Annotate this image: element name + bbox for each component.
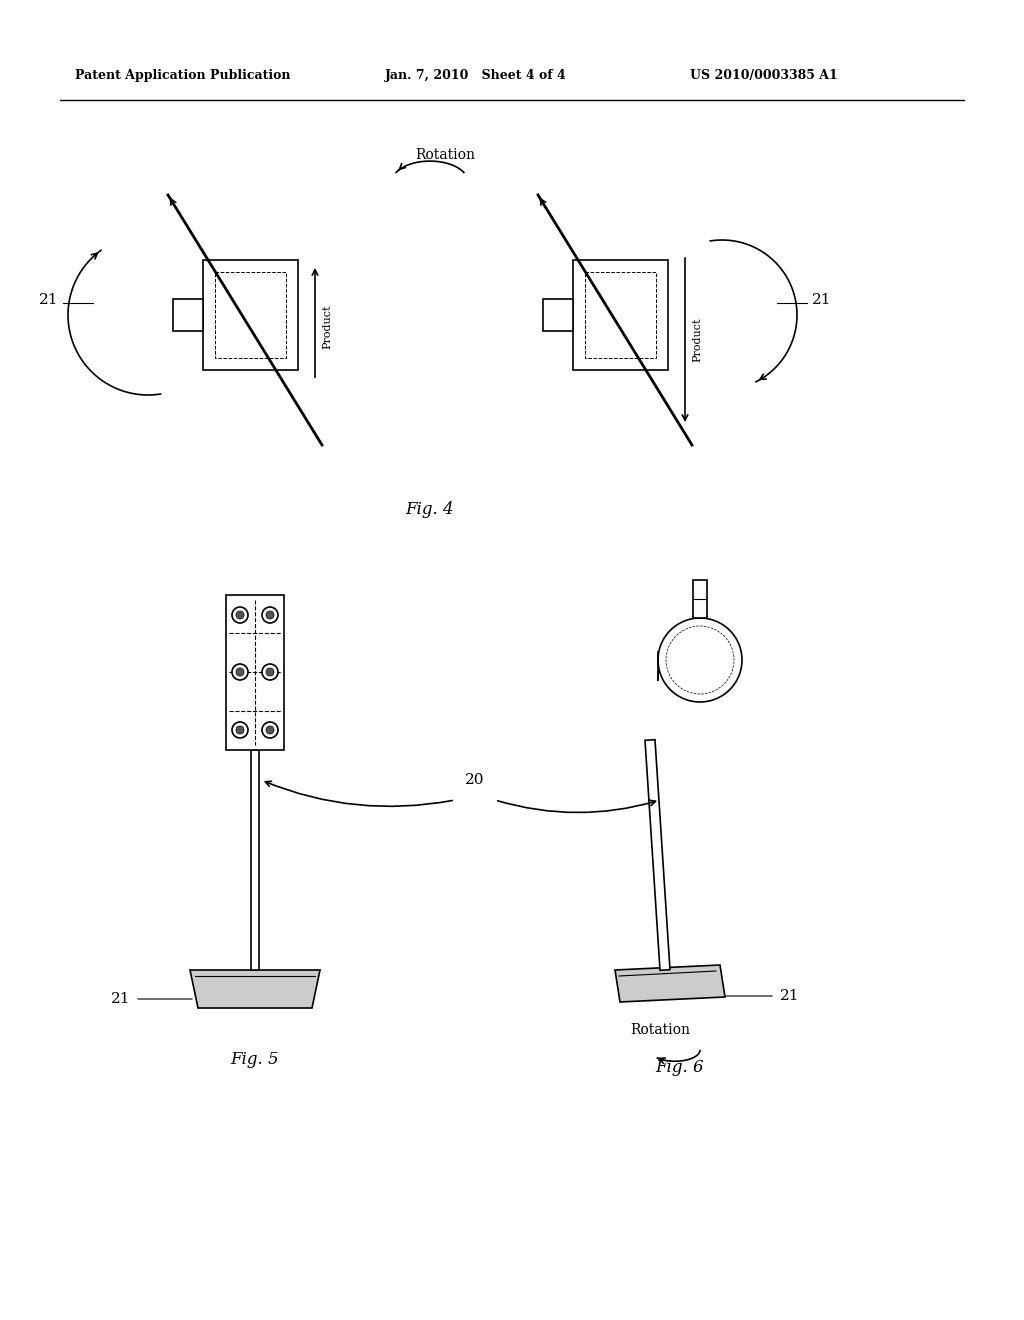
Text: Fig. 4: Fig. 4 bbox=[406, 502, 455, 519]
Circle shape bbox=[232, 722, 248, 738]
Bar bbox=[693, 579, 707, 618]
Circle shape bbox=[232, 607, 248, 623]
Text: Fig. 6: Fig. 6 bbox=[655, 1059, 705, 1076]
Circle shape bbox=[266, 668, 274, 676]
Bar bbox=[251, 750, 259, 970]
Circle shape bbox=[262, 722, 278, 738]
Text: Product: Product bbox=[322, 305, 332, 350]
Text: 21: 21 bbox=[111, 993, 130, 1006]
Text: Fig. 5: Fig. 5 bbox=[230, 1052, 280, 1068]
Bar bbox=[543, 300, 573, 331]
Bar bbox=[226, 595, 284, 750]
Bar bbox=[585, 272, 656, 358]
Polygon shape bbox=[615, 965, 725, 1002]
Circle shape bbox=[232, 664, 248, 680]
Text: US 2010/0003385 A1: US 2010/0003385 A1 bbox=[690, 69, 838, 82]
Circle shape bbox=[262, 607, 278, 623]
Circle shape bbox=[658, 618, 742, 702]
Bar bbox=[215, 272, 286, 358]
Bar bbox=[573, 260, 668, 370]
Text: 20: 20 bbox=[465, 774, 484, 787]
Bar bbox=[173, 300, 203, 331]
Text: 21: 21 bbox=[39, 293, 58, 308]
Text: Product: Product bbox=[692, 318, 702, 362]
Circle shape bbox=[266, 726, 274, 734]
Circle shape bbox=[266, 611, 274, 619]
Polygon shape bbox=[645, 739, 670, 970]
Circle shape bbox=[236, 726, 244, 734]
Polygon shape bbox=[190, 970, 319, 1008]
Circle shape bbox=[236, 668, 244, 676]
Text: Patent Application Publication: Patent Application Publication bbox=[75, 69, 291, 82]
Text: Rotation: Rotation bbox=[630, 1023, 690, 1038]
Text: Jan. 7, 2010   Sheet 4 of 4: Jan. 7, 2010 Sheet 4 of 4 bbox=[385, 69, 566, 82]
Text: Rotation: Rotation bbox=[415, 148, 475, 162]
Bar bbox=[203, 260, 298, 370]
Text: 21: 21 bbox=[780, 989, 800, 1003]
Circle shape bbox=[262, 664, 278, 680]
Text: 21: 21 bbox=[812, 293, 831, 308]
Circle shape bbox=[236, 611, 244, 619]
